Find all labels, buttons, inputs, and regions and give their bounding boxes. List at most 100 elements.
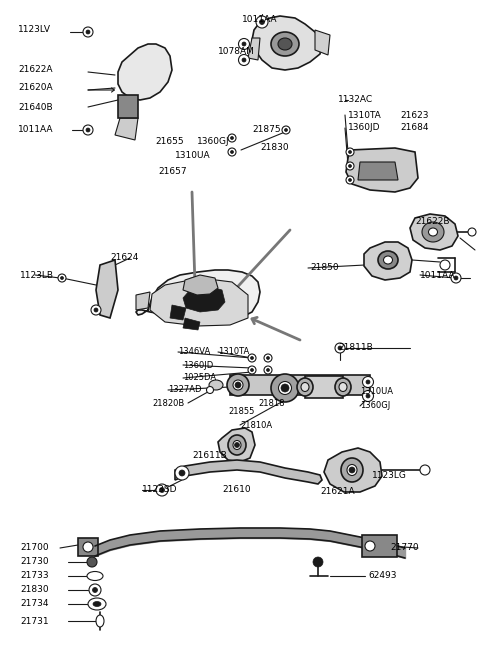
Text: 21611B: 21611B [192, 451, 227, 460]
Polygon shape [183, 286, 225, 312]
Text: 1025DA: 1025DA [183, 373, 216, 383]
Circle shape [266, 369, 269, 371]
Text: 1123LB: 1123LB [20, 271, 54, 280]
Circle shape [348, 179, 351, 181]
Text: 1310TA: 1310TA [218, 348, 249, 356]
Polygon shape [115, 118, 138, 140]
Ellipse shape [335, 378, 351, 396]
Circle shape [242, 42, 246, 46]
Circle shape [248, 366, 256, 374]
Text: 21657: 21657 [158, 166, 187, 176]
Circle shape [266, 356, 269, 360]
Circle shape [348, 164, 351, 168]
Polygon shape [183, 275, 218, 295]
Text: 1310TA: 1310TA [348, 111, 382, 119]
Text: 1360GJ: 1360GJ [360, 402, 390, 411]
Text: 21622A: 21622A [18, 66, 52, 75]
Circle shape [256, 16, 268, 28]
Circle shape [335, 343, 345, 353]
Circle shape [83, 125, 93, 135]
Polygon shape [346, 148, 418, 192]
Bar [78, 538, 98, 556]
Circle shape [346, 148, 354, 156]
Ellipse shape [384, 256, 393, 264]
Circle shape [264, 354, 272, 362]
Circle shape [282, 126, 290, 134]
Circle shape [468, 228, 476, 236]
Ellipse shape [341, 458, 363, 482]
Circle shape [93, 588, 97, 593]
Ellipse shape [88, 598, 106, 610]
Polygon shape [364, 242, 412, 280]
Polygon shape [150, 278, 248, 326]
Circle shape [346, 162, 354, 170]
Circle shape [362, 377, 373, 388]
Circle shape [206, 386, 214, 394]
Text: 21855: 21855 [228, 407, 254, 417]
Text: 21731: 21731 [20, 616, 48, 626]
Circle shape [440, 260, 450, 270]
Text: 21623: 21623 [400, 111, 429, 119]
Circle shape [156, 484, 168, 496]
Ellipse shape [378, 251, 398, 269]
Ellipse shape [278, 38, 292, 50]
Text: 1123SD: 1123SD [142, 485, 178, 495]
Text: 21730: 21730 [20, 557, 48, 567]
Circle shape [281, 384, 289, 392]
Text: 21734: 21734 [20, 599, 48, 608]
Polygon shape [136, 270, 260, 325]
Text: 21875: 21875 [252, 126, 281, 134]
Circle shape [313, 557, 323, 567]
Ellipse shape [271, 32, 299, 56]
Circle shape [239, 39, 250, 50]
Text: 1310UA: 1310UA [175, 151, 211, 160]
Text: 1327AD: 1327AD [168, 386, 202, 394]
Circle shape [58, 274, 66, 282]
Text: 21622B: 21622B [415, 217, 449, 227]
Circle shape [366, 394, 370, 398]
Ellipse shape [422, 222, 444, 242]
Bar [305, 376, 343, 398]
Text: 1360JD: 1360JD [348, 124, 381, 132]
Text: 21620A: 21620A [18, 83, 53, 92]
Text: 21684: 21684 [400, 124, 429, 132]
Text: 21850: 21850 [310, 263, 338, 272]
Circle shape [83, 542, 93, 552]
Polygon shape [96, 260, 118, 318]
Polygon shape [410, 214, 458, 250]
Circle shape [179, 470, 185, 476]
Ellipse shape [96, 615, 104, 627]
Text: 21770: 21770 [390, 544, 419, 553]
Circle shape [159, 487, 165, 493]
Ellipse shape [278, 381, 291, 394]
Circle shape [248, 354, 256, 362]
Circle shape [83, 27, 93, 37]
Ellipse shape [209, 380, 223, 390]
Circle shape [362, 390, 373, 402]
Ellipse shape [233, 380, 243, 390]
Bar [362, 535, 397, 557]
Circle shape [230, 151, 233, 153]
Ellipse shape [227, 374, 249, 396]
Text: 1346VA: 1346VA [178, 348, 210, 356]
Text: 21621A: 21621A [320, 487, 355, 496]
Text: 1132AC: 1132AC [338, 96, 373, 105]
Polygon shape [170, 305, 186, 320]
Text: 1011AA: 1011AA [420, 271, 456, 280]
Text: 1011AA: 1011AA [18, 126, 53, 134]
Text: 1123LV: 1123LV [18, 26, 51, 35]
Circle shape [91, 305, 101, 315]
Text: 21700: 21700 [20, 544, 48, 553]
Text: 21624: 21624 [110, 253, 138, 263]
Polygon shape [248, 38, 260, 60]
Text: 1310UA: 1310UA [360, 388, 393, 396]
Polygon shape [324, 448, 382, 492]
Text: 21733: 21733 [20, 572, 48, 580]
Circle shape [60, 276, 63, 280]
Text: 21640B: 21640B [18, 102, 53, 111]
Circle shape [175, 466, 189, 480]
Circle shape [239, 54, 250, 66]
Circle shape [264, 366, 272, 374]
Circle shape [260, 20, 264, 24]
Polygon shape [358, 162, 398, 180]
